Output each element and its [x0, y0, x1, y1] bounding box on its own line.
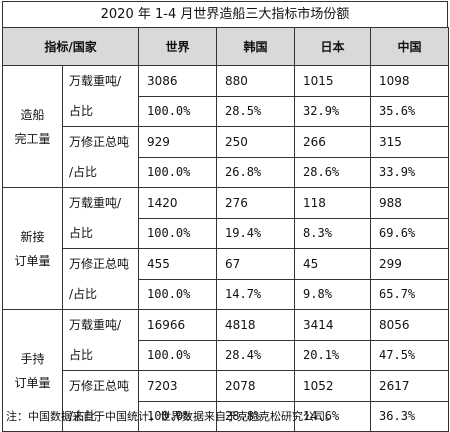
value-cell-world: 1420: [138, 187, 218, 219]
unit-label: 万载重吨/: [69, 318, 122, 332]
share-cell-world: 100.0%: [138, 217, 218, 249]
unit-cell: 万修正总吨/占比: [61, 126, 140, 188]
header-label: 指标/国家: [1, 27, 140, 66]
col-header-world: 世界: [138, 27, 218, 66]
share-cell-china: 69.6%: [370, 217, 450, 249]
value-cell-japan: 266: [294, 126, 372, 158]
unit-cell: 万载重吨/占比: [61, 65, 140, 127]
value-cell-japan: 118: [294, 187, 372, 219]
share-cell-japan: 28.6%: [294, 156, 372, 188]
value-cell-korea: 67: [216, 248, 296, 280]
unit-label: 占比: [69, 348, 94, 362]
share-cell-china: 47.5%: [370, 339, 450, 371]
value-cell-china: 2617: [370, 370, 450, 402]
share-cell-japan: 9.8%: [294, 278, 372, 310]
unit-label: 万修正总吨: [69, 135, 130, 149]
share-cell-japan: 32.9%: [294, 95, 372, 127]
unit-label: 万修正总吨: [69, 379, 130, 393]
col-header-japan: 日本: [294, 27, 372, 66]
table-row: 100.0% 28.5% 32.9% 35.6%: [3, 95, 450, 127]
share-cell-china: 65.7%: [370, 278, 450, 310]
share-cell-japan: 20.1%: [294, 339, 372, 371]
share-cell-china: 36.3%: [370, 400, 450, 432]
unit-cell: 万修正总吨/占比: [61, 370, 140, 432]
category-cell: 新接 订单量: [2, 187, 63, 310]
table-row: 万修正总吨/占比 455 67 45 299: [3, 248, 450, 310]
unit-cell: 万载重吨/占比: [61, 187, 140, 249]
share-cell-japan: 8.3%: [294, 217, 372, 249]
category-label: 订单量: [14, 375, 51, 390]
category-label: 完工量: [14, 131, 51, 146]
category-label: 手持: [20, 351, 45, 366]
value-cell-world: 455: [138, 248, 218, 280]
table-row: 100.0% 26.8% 28.6% 33.9%: [3, 156, 450, 188]
value-cell-japan: 45: [294, 248, 372, 280]
table-row: 100.0% 19.4% 8.3% 69.6%: [3, 217, 450, 249]
share-cell-world: 100.0%: [138, 278, 218, 310]
value-cell-japan: 1015: [294, 65, 372, 97]
value-cell-china: 8056: [370, 309, 450, 341]
value-cell-korea: 4818: [216, 309, 296, 341]
table-row: 100.0% 14.7% 9.8% 65.7%: [3, 278, 450, 310]
col-header-korea: 韩国: [216, 27, 296, 66]
unit-label: 占比: [69, 104, 94, 118]
unit-label: 万载重吨/: [69, 74, 122, 88]
col-header-china: 中国: [370, 27, 450, 66]
table-row: 造船 完工量 万载重吨/占比 3086 880 1015 1098: [2, 65, 450, 188]
unit-label: 万载重吨/: [69, 196, 122, 210]
unit-label: /占比: [69, 409, 98, 423]
unit-label: 占比: [69, 226, 94, 240]
category-label: 新接: [20, 229, 45, 244]
share-cell-world: 100.0%: [138, 95, 218, 127]
value-cell-japan: 1052: [294, 370, 372, 402]
table-row: 万修正总吨/占比 929 250 266 315: [3, 126, 450, 188]
value-cell-china: 315: [370, 126, 450, 158]
data-table: 指标/国家 世界 韩国 日本 中国 造船 完工量 万载重吨/占比 3086 880 101…: [1, 27, 450, 432]
share-cell-korea: 26.8%: [216, 156, 296, 188]
share-cell-korea: 19.4%: [216, 217, 296, 249]
value-cell-china: 1098: [370, 65, 450, 97]
share-cell-korea: 14.7%: [216, 278, 296, 310]
value-cell-china: 988: [370, 187, 450, 219]
value-cell-korea: 2078: [216, 370, 296, 402]
category-label: 订单量: [14, 253, 51, 268]
table-row: 新接 订单量 万载重吨/占比 1420 276 118 988: [2, 187, 450, 310]
footnote: 注：中国数据来自于中国统计，世界数据来自于克拉克松研究公司。: [6, 410, 336, 423]
table-row: 万修正总吨/占比 7203 2078 1052 2617: [3, 370, 450, 432]
table-title: 2020 年 1-4 月世界造船三大指标市场份额: [2, 1, 448, 28]
share-cell-china: 33.9%: [370, 156, 450, 188]
value-cell-world: 16966: [138, 309, 218, 341]
unit-cell: 万载重吨/占比: [61, 309, 140, 371]
category-cell: 手持 订单量: [2, 309, 63, 432]
category-label: 造船: [20, 107, 45, 122]
unit-label: 万修正总吨: [69, 257, 130, 271]
category-cell: 造船 完工量: [2, 65, 63, 188]
share-cell-world: 100.0%: [138, 400, 218, 432]
share-cell-china: 35.6%: [370, 95, 450, 127]
unit-label: /占比: [69, 165, 98, 179]
header-row: 指标/国家 世界 韩国 日本 中国: [1, 27, 450, 66]
value-cell-world: 3086: [138, 65, 218, 97]
value-cell-korea: 250: [216, 126, 296, 158]
unit-label: /占比: [69, 287, 98, 301]
value-cell-china: 299: [370, 248, 450, 280]
share-cell-world: 100.0%: [138, 156, 218, 188]
share-cell-korea: 28.4%: [216, 339, 296, 371]
value-cell-world: 7203: [138, 370, 218, 402]
value-cell-japan: 3414: [294, 309, 372, 341]
share-cell-world: 100.0%: [138, 339, 218, 371]
value-cell-world: 929: [138, 126, 218, 158]
share-cell-korea: 28.5%: [216, 95, 296, 127]
table-row: 100.0% 28.4% 20.1% 47.5%: [3, 339, 450, 371]
unit-cell: 万修正总吨/占比: [61, 248, 140, 310]
table-row: 手持 订单量 万载重吨/占比 16966 4818 3414 8056: [2, 309, 450, 432]
value-cell-korea: 276: [216, 187, 296, 219]
value-cell-korea: 880: [216, 65, 296, 97]
